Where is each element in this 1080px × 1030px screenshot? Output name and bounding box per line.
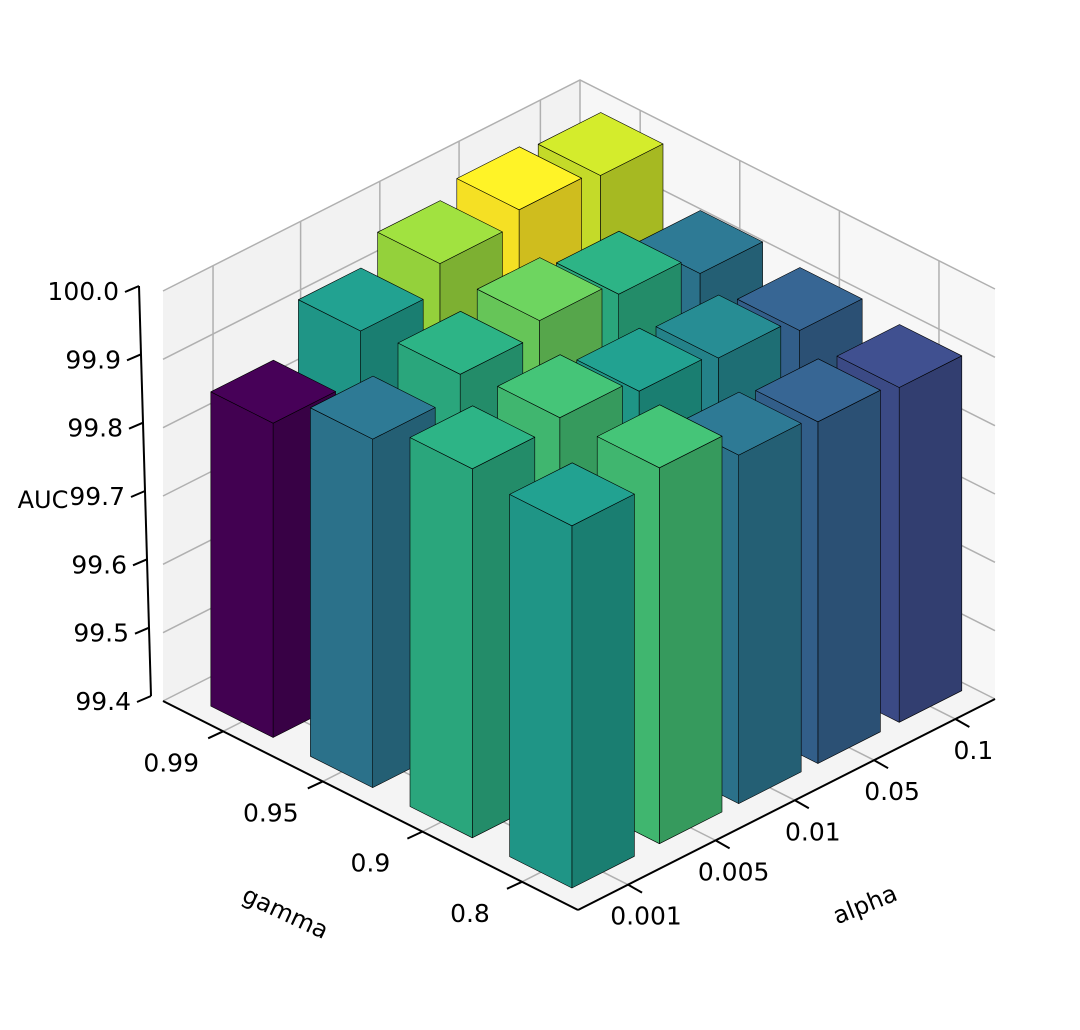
z-tick — [128, 421, 144, 430]
z-tick-label: 99.4 — [75, 687, 131, 716]
bar-top-face — [377, 200, 503, 264]
alpha-tick — [715, 839, 731, 850]
z-tick — [126, 353, 142, 362]
bar — [509, 462, 635, 889]
z-tick-label: 99.9 — [65, 345, 121, 374]
bar-top-face — [755, 358, 881, 423]
x-axis-label: gamma — [238, 881, 333, 945]
bar-side-face — [817, 389, 881, 764]
bar-top-face — [298, 267, 424, 332]
bar-top-face — [836, 324, 963, 388]
gamma-tick — [207, 730, 224, 740]
z-tick-label: 99.8 — [67, 414, 123, 443]
y-axis-label: alpha — [829, 879, 901, 930]
alpha-tick-label: 0.05 — [864, 777, 920, 806]
bar-top-face — [596, 404, 723, 469]
bar-top-face — [310, 375, 436, 440]
bar-top-face — [397, 310, 524, 375]
bar-top-face — [456, 146, 582, 211]
bar-top-face — [576, 327, 702, 392]
alpha-tick — [794, 799, 810, 810]
alpha-tick-label: 0.1 — [954, 736, 994, 765]
bar-side-face — [898, 355, 963, 723]
bar-top-face — [476, 257, 603, 321]
z-tick-label: 99.7 — [69, 482, 125, 511]
z-tick — [134, 626, 150, 635]
bar-side-face — [659, 435, 723, 845]
alpha-tick-label: 0.01 — [785, 817, 841, 846]
z-tick-label: 99.5 — [73, 619, 129, 648]
alpha-tick-label: 0.005 — [698, 857, 770, 886]
axis-lines — [124, 285, 996, 911]
tick-labels: 0.99 0.95 0.9 0.8 0.001 0.005 0.01 0.05 0.1 99.4 9… — [47, 277, 993, 931]
bar-front-face — [210, 391, 274, 738]
bar-side-face — [738, 423, 802, 804]
bar-front-face — [310, 407, 374, 788]
bar-top-face — [537, 112, 664, 176]
gamma-tick-label: 0.99 — [143, 748, 199, 777]
z-tick — [132, 558, 148, 567]
alpha-axis — [577, 698, 996, 911]
bar-top-face — [737, 267, 863, 331]
z-axis-label: AUC — [18, 486, 69, 514]
alpha-tick — [873, 759, 889, 770]
z-tick-label: 100.0 — [47, 277, 119, 306]
alpha-tick — [627, 883, 643, 894]
bar-top-face — [509, 462, 635, 527]
z-tick — [130, 490, 146, 498]
bar-front-face — [409, 437, 473, 839]
bar-top-face — [210, 359, 336, 424]
gamma-tick — [506, 880, 523, 890]
bar-top-face — [655, 294, 782, 359]
bar-top-face — [497, 354, 623, 419]
z-tick-label: 99.6 — [71, 550, 127, 579]
gamma-axis — [162, 700, 579, 911]
bar-front-face — [509, 494, 573, 889]
gamma-tick-label: 0.95 — [243, 798, 299, 827]
bar-top-face — [556, 230, 682, 295]
bar-side-face — [571, 493, 635, 889]
z-tick — [136, 695, 152, 703]
z-tick — [124, 285, 140, 293]
bar-top-face — [409, 405, 536, 470]
gamma-tick-label: 0.8 — [450, 899, 490, 928]
gamma-tick-label: 0.9 — [350, 849, 390, 878]
bars — [210, 112, 963, 889]
alpha-tick — [954, 718, 970, 728]
gamma-tick — [406, 830, 423, 840]
alpha-tick-label: 0.001 — [610, 902, 682, 931]
gamma-tick — [307, 780, 324, 790]
